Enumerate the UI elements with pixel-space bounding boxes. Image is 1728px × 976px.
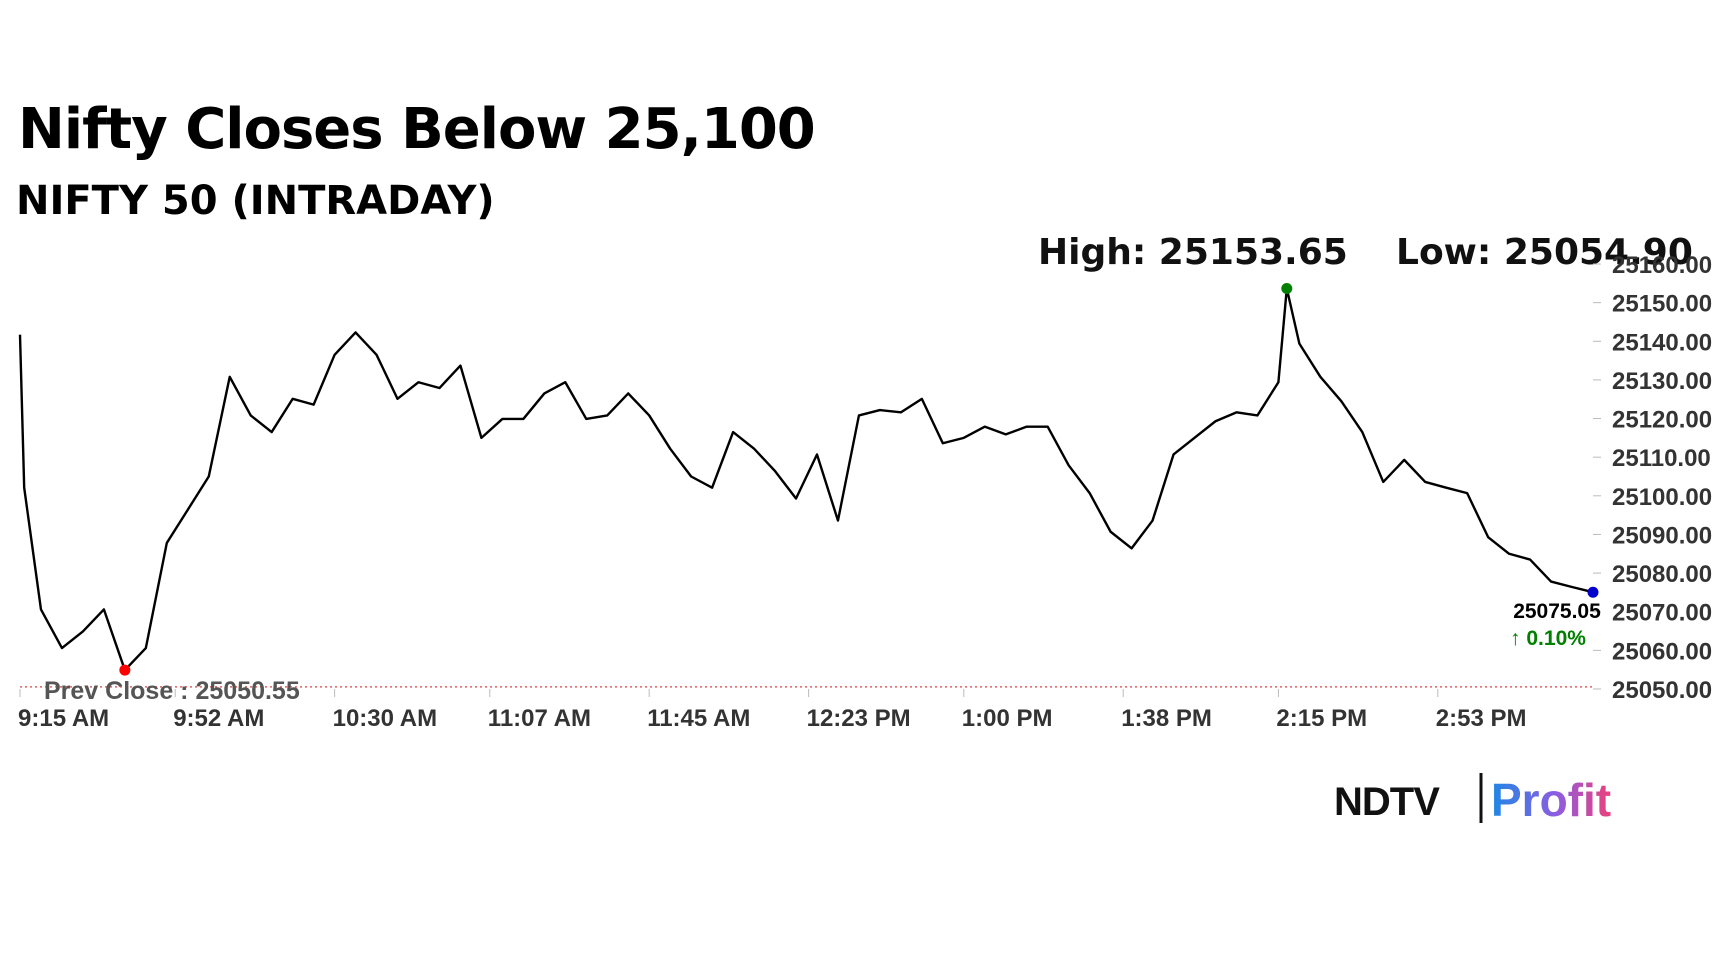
high-label: High: 25153.65 [1038, 232, 1348, 273]
y-tick-label: 25160.00 [1612, 252, 1712, 279]
y-tick-label: 25100.00 [1612, 484, 1712, 511]
x-tick-label: 10:30 AM [333, 705, 437, 732]
last-marker [1587, 586, 1599, 598]
x-tick-label: 11:07 AM [488, 705, 591, 732]
y-tick-label: 25150.00 [1612, 291, 1712, 318]
low-label: Low: 25054.90 [1396, 232, 1693, 273]
y-tick-label: 25070.00 [1612, 600, 1712, 627]
x-tick-label: 2:53 PM [1436, 705, 1527, 732]
x-tick-label: 2:15 PM [1276, 705, 1367, 732]
prev-close-label: Prev Close : 25050.55 [44, 677, 300, 705]
y-tick-label: 25050.00 [1612, 677, 1712, 704]
high-marker [1281, 283, 1293, 295]
x-tick-label: 1:38 PM [1121, 705, 1212, 732]
y-tick-label: 25110.00 [1612, 445, 1711, 472]
y-tick-label: 25080.00 [1612, 561, 1712, 588]
y-tick-label: 25090.00 [1612, 522, 1712, 549]
logo-brand: NDTV [1334, 780, 1440, 824]
x-tick-label: 9:52 AM [173, 705, 264, 732]
x-tick-label: 12:23 PM [807, 705, 911, 732]
last-value-label: 25075.05 [1513, 600, 1601, 623]
x-tick-label: 1:00 PM [962, 705, 1053, 732]
chart-subtitle: NIFTY 50 (INTRADAY) [16, 178, 495, 224]
low-marker [119, 664, 131, 676]
y-tick-label: 25120.00 [1612, 407, 1712, 434]
price-line [18, 287, 1594, 672]
chart-title: Nifty Closes Below 25,100 [18, 97, 815, 162]
change-label: ↑ 0.10% [1510, 627, 1586, 650]
y-tick-label: 25130.00 [1612, 368, 1712, 395]
y-tick-label: 25060.00 [1612, 638, 1712, 665]
x-tick-label: 11:45 AM [647, 705, 750, 732]
x-tick-label: 9:15 AM [18, 705, 109, 732]
y-tick-label: 25140.00 [1612, 329, 1712, 356]
logo-product: Profit [1491, 774, 1611, 826]
